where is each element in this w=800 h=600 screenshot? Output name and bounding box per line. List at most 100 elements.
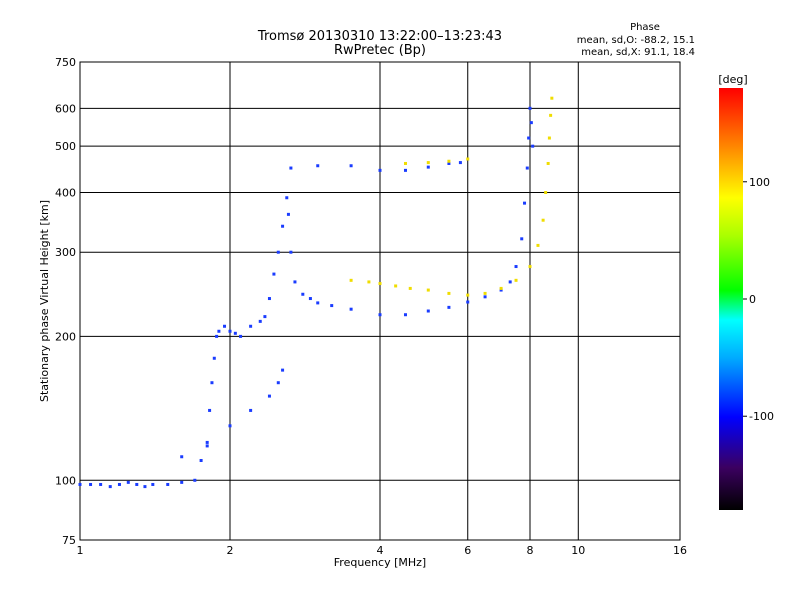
data-point-x	[447, 291, 451, 295]
data-point-o	[349, 307, 353, 311]
data-point-o	[281, 224, 285, 228]
data-point-x	[466, 157, 470, 161]
data-point-o	[180, 455, 184, 459]
data-point-o	[403, 168, 407, 172]
data-point-o	[308, 297, 312, 301]
data-point-o	[499, 288, 503, 292]
stats-line-x: mean, sd,X: 91.1, 18.4	[581, 47, 695, 58]
data-point-o	[330, 304, 334, 308]
data-point-o	[205, 444, 209, 448]
data-point-o	[289, 166, 293, 170]
data-point-o	[508, 280, 512, 284]
data-point-o	[99, 482, 103, 486]
data-point-x	[528, 265, 532, 269]
data-point-o	[193, 478, 197, 482]
data-point-o	[143, 485, 147, 489]
colorbar-tick-label: 0	[749, 293, 756, 306]
data-point-x	[349, 278, 353, 282]
data-point-o	[267, 394, 271, 398]
y-axis-label: Stationary phase Virtual Height [km]	[38, 200, 51, 402]
data-point-o	[272, 272, 276, 276]
data-point-o	[166, 482, 170, 486]
data-point-o	[212, 356, 216, 360]
data-point-o	[531, 144, 535, 148]
data-point-x	[426, 288, 430, 292]
colorbar-tick-label: -100	[749, 410, 774, 423]
data-point-o	[529, 121, 533, 125]
data-point-x	[426, 161, 430, 165]
y-tick-label: 100	[55, 474, 76, 487]
y-tick-label: 200	[55, 330, 76, 343]
data-point-o	[249, 408, 253, 412]
x-axis-label: Frequency [MHz]	[334, 556, 426, 569]
data-point-o	[378, 168, 382, 172]
data-point-o	[527, 136, 531, 140]
x-tick-labels: 1 2 4 6 8 10 16	[77, 544, 688, 557]
y-tick-labels: 75 100 200 300 400 500 600 750	[55, 56, 76, 547]
data-point-o	[466, 300, 470, 304]
data-point-o	[426, 309, 430, 313]
x-tick-label: 4	[377, 544, 384, 557]
data-point-o	[205, 440, 209, 444]
data-point-o	[285, 196, 289, 200]
data-point-x	[483, 291, 487, 295]
x-tick-label: 10	[571, 544, 585, 557]
data-point-o	[117, 482, 121, 486]
data-point-x	[514, 278, 518, 282]
data-point-o	[293, 280, 297, 284]
data-point-o	[286, 212, 290, 216]
data-point-o	[528, 106, 532, 110]
data-point-x	[541, 218, 545, 222]
data-point-o	[208, 408, 212, 412]
data-point-o	[126, 480, 130, 484]
y-tick-label: 750	[55, 56, 76, 69]
data-point-o	[276, 250, 280, 254]
data-point-o	[426, 165, 430, 169]
data-point-o	[233, 331, 237, 335]
data-point-x	[547, 136, 551, 140]
plot-area: 1 2 4 6 8 10 16 75 100 200 300 400 500 600 750	[55, 56, 687, 557]
data-point-o	[403, 313, 407, 317]
data-point-o	[289, 250, 293, 254]
data-point-o	[199, 458, 203, 462]
data-point-o	[378, 313, 382, 317]
data-point-o	[276, 381, 280, 385]
data-point-o	[523, 201, 527, 205]
data-point-o	[135, 482, 139, 486]
data-point-x	[394, 284, 398, 288]
stats-line-o: mean, sd,O: -88.2, 15.1	[577, 35, 695, 46]
data-point-x	[447, 159, 451, 163]
x-tick-label: 1	[77, 544, 84, 557]
colorbar-tick-label: 100	[749, 176, 770, 189]
data-point-o	[281, 368, 285, 372]
data-points	[78, 96, 554, 489]
data-point-o	[447, 305, 451, 309]
data-point-x	[499, 286, 503, 290]
chart-title: Tromsø 20130310 13:22:00–13:23:43	[257, 29, 502, 44]
data-point-o	[78, 482, 82, 486]
y-tick-label: 600	[55, 102, 76, 115]
data-point-x	[466, 293, 470, 297]
data-point-o	[301, 292, 305, 296]
data-point-x	[408, 286, 412, 290]
y-tick-label: 500	[55, 140, 76, 153]
data-point-o	[525, 166, 529, 170]
data-point-o	[210, 381, 214, 385]
colorbar: [deg] 100 0 -100	[718, 73, 774, 510]
data-point-o	[447, 161, 451, 165]
data-point-o	[520, 237, 524, 241]
data-point-o	[483, 295, 487, 299]
data-point-x	[550, 96, 554, 100]
data-point-x	[367, 280, 371, 284]
y-tick-label: 400	[55, 186, 76, 199]
data-point-o	[249, 324, 253, 328]
data-point-o	[263, 315, 267, 319]
data-point-o	[258, 319, 262, 323]
data-point-x	[546, 161, 550, 165]
data-point-x	[403, 161, 407, 165]
data-point-o	[267, 297, 271, 301]
data-point-x	[536, 243, 540, 247]
data-point-o	[228, 424, 232, 428]
colorbar-label: [deg]	[718, 73, 747, 86]
